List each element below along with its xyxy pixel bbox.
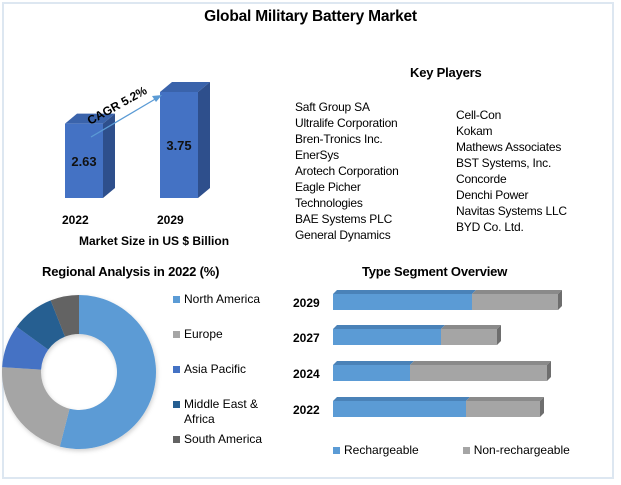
legend-label: North America: [184, 292, 261, 306]
donut-slice-south-america: [50, 295, 79, 337]
market-size-caption: Market Size in US $ Billion: [79, 234, 230, 248]
legend-item-non-rechargeable: Non-rechargeable: [462, 443, 570, 458]
legend-item-north-america: North America: [173, 292, 260, 307]
bar-side-face: [558, 290, 562, 310]
type-segment-legend: Rechargeable Non-rechargeable: [333, 443, 570, 458]
bar-value-label: 3.75: [166, 138, 191, 153]
bar-front-face: [160, 92, 198, 198]
legend-label: South America: [184, 432, 263, 446]
x-tick-2029: 2029: [157, 213, 184, 227]
y-tick-2027: 2027: [293, 331, 320, 345]
key-player-item: Concorde: [456, 172, 507, 186]
key-players-column-2: Cell-Con Kokam Mathews Associates BST Syste…: [456, 107, 567, 235]
key-player-item: Eagle Picher: [295, 180, 361, 194]
bar-top-face: [472, 290, 562, 294]
y-tick-2029: 2029: [293, 296, 320, 310]
page-frame: [2, 2, 614, 479]
market-bar-2029: 3.75: [160, 82, 210, 198]
donut-slice-middle-east-africa: [16, 300, 66, 350]
segment-bar-2029: [333, 290, 562, 310]
market-bar-2022: 2.63: [65, 113, 115, 198]
legend-swatch: [462, 447, 470, 454]
type-segment-title: Type Segment Overview: [362, 264, 508, 279]
key-players-column-1: Saft Group SA Ultralife Corporation Bren-T…: [295, 99, 399, 243]
legend-swatch: [173, 366, 180, 373]
bar-top-face: [333, 290, 476, 294]
segment-non-rechargeable: [441, 329, 497, 345]
y-tick-2022: 2022: [293, 403, 320, 417]
legend-swatch: [173, 296, 180, 303]
legend-item-europe: Europe: [173, 327, 223, 342]
cagr-arrow-head: [152, 95, 162, 102]
page-title: Global Military Battery Market: [204, 8, 417, 25]
key-player-item: Navitas Systems LLC: [456, 204, 567, 218]
segment-bar-2027: [333, 325, 501, 345]
legend-swatch: [173, 401, 180, 408]
key-player-item: BST Systems, Inc.: [456, 156, 552, 170]
bar-top-face: [333, 397, 470, 401]
type-segment-chart: [333, 290, 562, 417]
regional-chart-title: Regional Analysis in 2022 (%): [42, 264, 220, 279]
key-player-item: Bren-Tronics Inc.: [295, 132, 383, 146]
legend-label: Rechargeable: [344, 443, 419, 457]
segment-bar-2024: [333, 361, 551, 381]
y-tick-2024: 2024: [293, 367, 320, 381]
segment-non-rechargeable: [472, 294, 558, 310]
bar-top-face: [65, 113, 115, 124]
bar-top-face: [466, 397, 544, 401]
key-player-item: General Dynamics: [295, 228, 391, 242]
donut-slice-north-america: [59, 295, 156, 449]
key-players-title: Key Players: [410, 65, 482, 80]
bar-front-face: [65, 123, 103, 198]
bar-top-face: [441, 325, 501, 329]
legend-item-middle-east-africa: Middle East & Africa: [173, 397, 258, 427]
legend-swatch: [173, 331, 180, 338]
key-player-item: Ultralife Corporation: [295, 116, 398, 130]
bar-side-face: [198, 82, 210, 198]
bar-top-face: [333, 361, 414, 365]
bar-side-face: [497, 325, 501, 345]
legend-swatch: [173, 436, 180, 443]
segment-bar-2022: [333, 397, 544, 417]
key-player-item: Denchi Power: [456, 188, 529, 202]
legend-label: Middle East & Africa: [184, 397, 259, 426]
bar-top-face: [160, 82, 210, 92]
bar-side-face: [103, 113, 115, 198]
key-player-item: BAE Systems PLC: [295, 212, 393, 226]
segment-rechargeable: [333, 365, 410, 381]
bar-top-face: [333, 325, 445, 329]
bar-top-face: [410, 361, 551, 365]
legend-label: Asia Pacific: [184, 362, 247, 376]
cagr-arrow-line: [90, 97, 158, 138]
key-player-item: Saft Group SA: [295, 100, 370, 114]
legend-label: Europe: [184, 327, 223, 341]
legend-swatch: [333, 447, 340, 454]
legend-item-asia-pacific: Asia Pacific: [173, 362, 246, 377]
x-tick-2022: 2022: [62, 213, 89, 227]
segment-rechargeable: [333, 329, 441, 345]
legend-label: Non-rechargeable: [473, 443, 570, 457]
segment-rechargeable: [333, 401, 466, 417]
segment-rechargeable: [333, 294, 472, 310]
segment-non-rechargeable: [466, 401, 540, 417]
regional-donut-chart: [2, 295, 156, 449]
key-player-item: Cell-Con: [456, 108, 502, 122]
key-player-item: EnerSys: [295, 148, 339, 162]
key-player-item: Mathews Associates: [456, 140, 562, 154]
bar-side-face: [547, 361, 551, 381]
market-size-chart: 2.633.75 CAGR 5.2%: [65, 82, 210, 198]
donut-slice-europe: [2, 367, 70, 447]
key-player-item: Kokam: [456, 124, 493, 138]
segment-non-rechargeable: [410, 365, 547, 381]
key-player-item: BYD Co. Ltd.: [456, 220, 524, 234]
legend-item-rechargeable: Rechargeable: [333, 443, 419, 458]
bar-value-label: 2.63: [71, 154, 96, 169]
key-player-item: Technologies: [295, 196, 363, 210]
donut-slice-asia-pacific: [2, 326, 49, 370]
key-player-item: Arotech Corporation: [295, 164, 399, 178]
bar-side-face: [540, 397, 544, 417]
legend-item-south-america: South America: [173, 432, 262, 447]
